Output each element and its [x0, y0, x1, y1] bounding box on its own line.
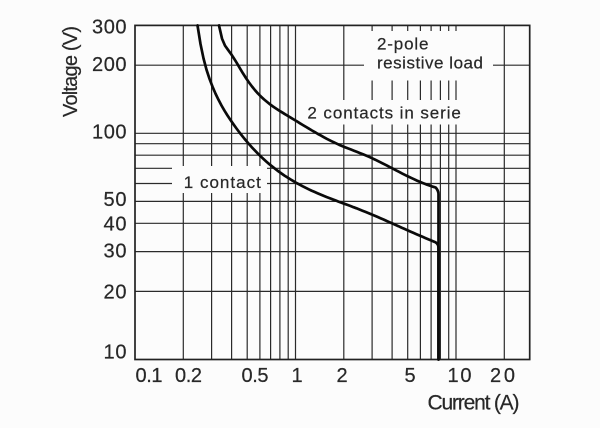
svg-text:resistive load: resistive load	[377, 53, 483, 72]
svg-text:40: 40	[104, 214, 127, 236]
svg-text:200: 200	[92, 54, 127, 76]
svg-text:2: 2	[336, 365, 347, 387]
svg-text:20: 20	[104, 282, 127, 304]
svg-text:50: 50	[104, 189, 127, 211]
svg-text:0.5: 0.5	[242, 365, 269, 387]
svg-text:Voltage (V): Voltage (V)	[60, 26, 82, 117]
svg-text:1 contact: 1 contact	[184, 173, 261, 192]
svg-text:30: 30	[104, 241, 127, 263]
svg-text:10: 10	[104, 342, 127, 364]
svg-text:Current (A): Current (A)	[428, 392, 520, 415]
svg-text:5: 5	[404, 365, 415, 387]
svg-text:20: 20	[490, 365, 515, 387]
svg-text:0.2: 0.2	[175, 365, 202, 387]
svg-text:0.1: 0.1	[136, 365, 163, 387]
svg-text:2 contacts in serie: 2 contacts in serie	[307, 104, 461, 123]
svg-text:300: 300	[92, 16, 127, 38]
svg-text:10: 10	[448, 365, 472, 387]
svg-text:2-pole: 2-pole	[377, 35, 429, 54]
svg-text:1: 1	[291, 365, 302, 387]
svg-text:100: 100	[92, 122, 127, 144]
